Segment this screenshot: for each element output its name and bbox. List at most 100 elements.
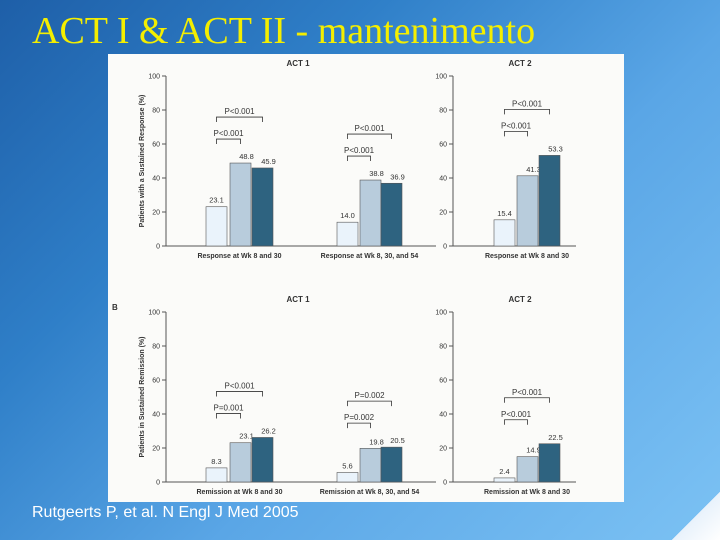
bar-value-label: 2.4 [499,467,509,476]
comparison-bracket [347,400,392,407]
bar-value-label: 22.5 [548,433,563,442]
y-tick-label: 100 [435,310,447,317]
panel-title: ACT 1 [286,59,310,68]
bar [251,167,274,247]
y-tick-label: 100 [148,74,160,81]
chart-canvas: ACT 1 0 20 40 60 80 100 Patients with a Sustain… [112,59,576,496]
bar-value-label: 14.0 [340,211,355,220]
page-curl-decoration [672,492,720,540]
x-category-label: Response at Wk 8 and 30 [197,253,281,260]
bar [380,182,403,247]
bar [205,467,228,483]
p-value-label: P<0.001 [354,124,385,133]
bar [538,443,561,483]
bar-value-label: 19.8 [369,437,384,446]
chart-figure: ACT 1 0 20 40 60 80 100 Patients with a Sustain… [108,54,624,502]
p-value-label: P<0.001 [512,388,543,397]
panel-title: ACT 1 [286,295,310,304]
p-value-label: P=0.002 [354,391,385,400]
bar-value-label: 23.1 [239,432,254,441]
comparison-bracket [216,413,241,419]
slide-title: ACT I & ACT II - mantenimento [32,10,536,52]
bar-value-label: 38.8 [369,169,384,178]
comparison-bracket [347,422,371,429]
bar-value-label: 45.9 [261,157,276,166]
panel-letter: B [112,303,118,312]
bar [493,477,516,483]
p-value-label: P<0.001 [213,129,244,138]
comparison-bracket [216,116,263,123]
bar [359,448,382,483]
x-category-label: Remission at Wk 8 and 30 [484,489,570,496]
p-value-label: P<0.001 [501,410,532,419]
comparison-bracket [504,130,528,137]
comparison-bracket [216,138,241,145]
bar [359,179,382,247]
comparison-bracket [504,419,528,425]
bar [516,175,539,247]
bar [251,437,274,483]
p-value-label: P<0.001 [224,381,255,390]
y-tick-label: 80 [152,344,160,351]
bar-value-label: 20.5 [390,436,405,445]
comparison-bracket [216,391,263,397]
y-tick-label: 80 [439,108,447,115]
y-tick-label: 80 [152,108,160,115]
y-tick-label: 20 [152,446,160,453]
bar-value-label: 41.3 [526,165,541,174]
y-tick-label: 60 [152,378,160,385]
y-tick-label: 0 [443,244,447,251]
p-value-label: P<0.001 [344,146,375,155]
y-tick-label: 100 [435,74,447,81]
comparison-bracket [504,108,550,115]
x-category-label: Remission at Wk 8, 30, and 54 [320,489,420,496]
bar-value-label: 15.4 [497,209,512,218]
y-tick-label: 40 [439,176,447,183]
y-tick-label: 20 [439,446,447,453]
y-tick-label: 100 [148,310,160,317]
bar-value-label: 48.8 [239,152,254,161]
y-tick-label: 80 [439,344,447,351]
p-value-label: P<0.001 [224,107,255,116]
bar [516,456,539,483]
bar [380,446,403,483]
bar-value-label: 23.1 [209,196,224,205]
panel-title: ACT 2 [508,59,532,68]
x-category-label: Response at Wk 8 and 30 [485,253,569,260]
y-tick-label: 40 [439,412,447,419]
comparison-bracket [347,155,371,162]
bar-value-label: 53.3 [548,144,563,153]
bar [205,206,228,247]
y-tick-label: 0 [156,480,160,487]
p-value-label: P=0.002 [344,413,375,422]
citation: Rutgeerts P, et al. N Engl J Med 2005 [32,504,299,521]
p-value-label: P=0.001 [213,403,244,412]
y-tick-label: 20 [152,210,160,217]
comparison-bracket [347,133,392,140]
bar [229,442,252,483]
y-tick-label: 0 [443,480,447,487]
y-tick-label: 60 [152,142,160,149]
y-tick-label: 40 [152,176,160,183]
y-axis-label: Patients with a Sustained Response (%) [139,95,146,228]
bar [336,221,359,247]
p-value-label: P<0.001 [501,121,532,130]
bar [229,162,252,247]
bar-value-label: 26.2 [261,426,276,435]
bar [336,472,359,483]
x-category-label: Response at Wk 8, 30, and 54 [321,253,419,260]
y-axis-label: Patients in Sustained Remission (%) [139,337,146,458]
y-tick-label: 0 [156,244,160,251]
panel-title: ACT 2 [508,295,532,304]
bar [538,155,561,247]
y-tick-label: 20 [439,210,447,217]
y-tick-label: 60 [439,142,447,149]
bar [493,219,516,247]
bar-value-label: 5.6 [342,461,352,470]
bar-value-label: 14.9 [526,446,541,455]
p-value-label: P<0.001 [512,99,543,108]
bar-value-label: 8.3 [211,457,221,466]
comparison-bracket [504,397,550,403]
y-tick-label: 60 [439,378,447,385]
x-category-label: Remission at Wk 8 and 30 [197,489,283,496]
